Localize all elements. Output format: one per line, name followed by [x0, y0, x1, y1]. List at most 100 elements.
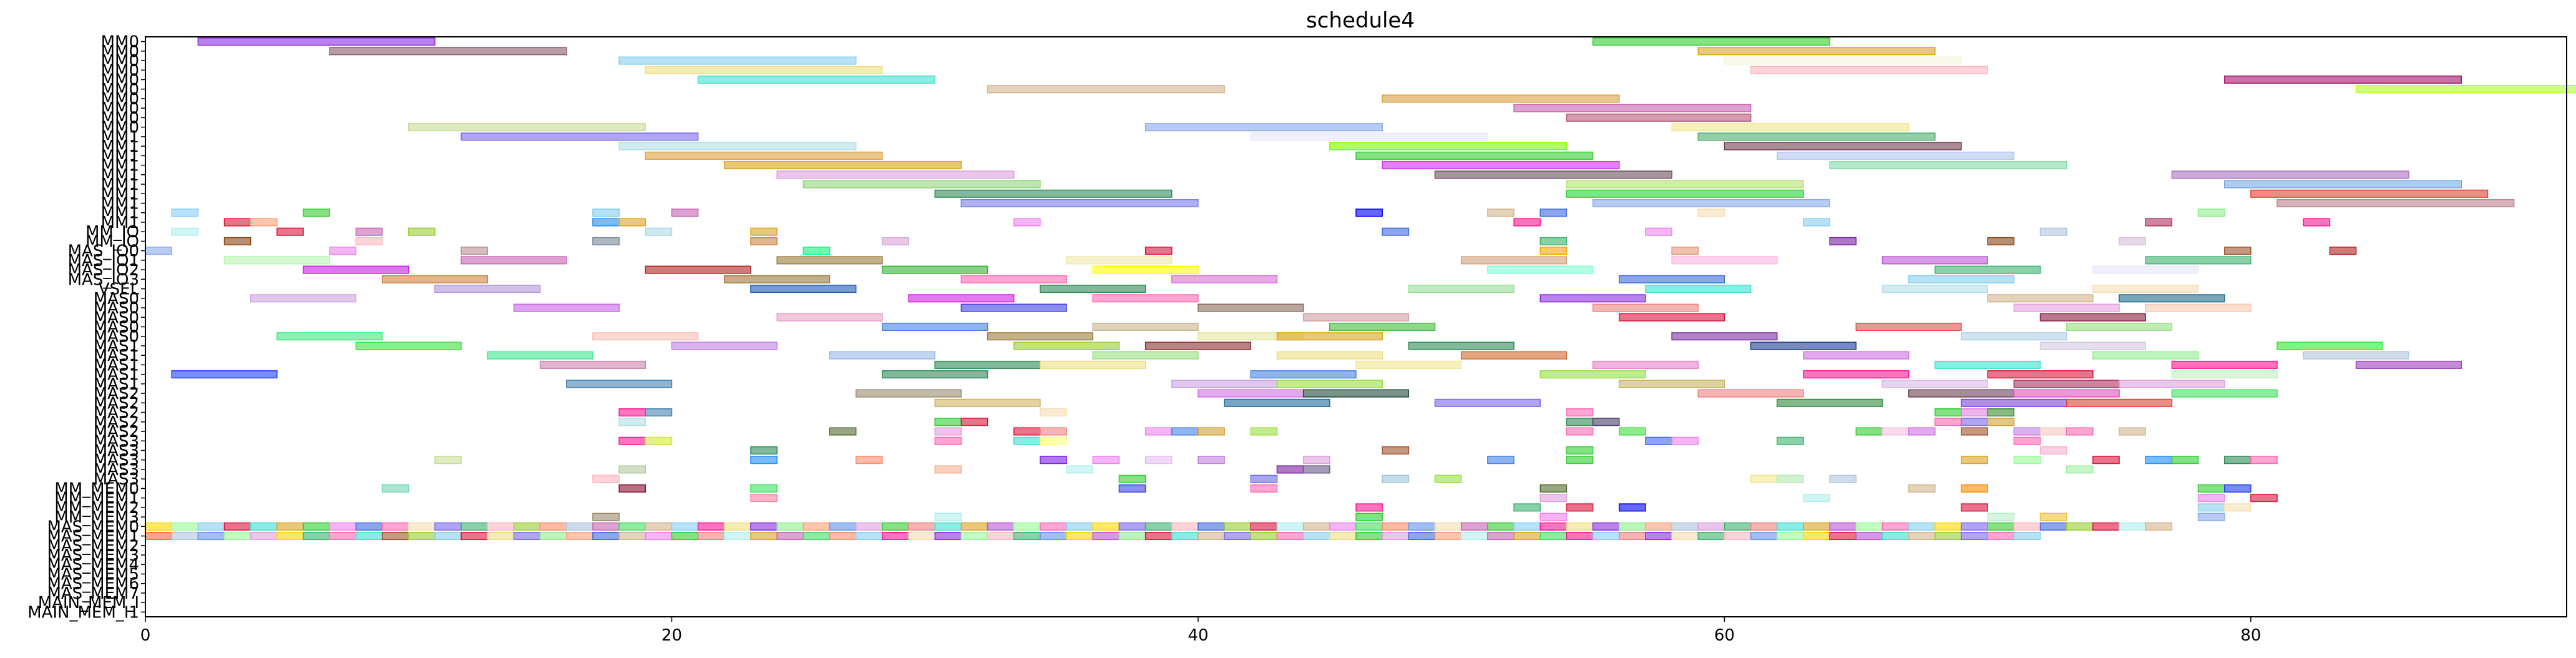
task-bar	[1066, 532, 1094, 541]
y-tick-label: MM0	[101, 33, 139, 52]
task-bar	[2276, 341, 2383, 350]
task-bar	[171, 370, 278, 379]
task-bar	[1671, 522, 1699, 531]
task-bar	[1881, 380, 1988, 388]
task-bar	[2303, 218, 2331, 227]
y-tick-label: MM_MEM3	[54, 508, 139, 527]
task-bar	[1908, 484, 1936, 493]
task-bar	[592, 332, 699, 341]
task-bar	[1355, 513, 1383, 521]
task-bar	[1987, 513, 2015, 521]
task-bar	[1276, 351, 1383, 360]
task-bar	[1908, 532, 1936, 541]
task-bar	[1355, 522, 1383, 531]
task-bar	[1881, 522, 1910, 531]
task-bar	[1618, 313, 1725, 322]
task-bar	[1013, 341, 1120, 350]
task-bar	[1539, 484, 1568, 493]
task-bar	[1382, 522, 1410, 531]
task-bar	[2092, 456, 2120, 464]
task-bar	[566, 522, 593, 531]
task-bar	[223, 532, 251, 541]
y-tick-label: MAS0	[94, 299, 139, 318]
task-bar	[1750, 532, 1778, 541]
task-bar	[355, 532, 383, 541]
task-bar	[1487, 456, 1515, 464]
task-bar	[1092, 322, 1199, 331]
task-bar	[1566, 113, 1752, 122]
task-bar	[960, 532, 988, 541]
task-bar	[2066, 322, 2173, 331]
task-bar	[1224, 532, 1252, 541]
task-bar	[2145, 522, 2173, 531]
task-bar	[1302, 389, 1410, 398]
y-tick-label: MM1	[101, 147, 139, 165]
task-bar	[355, 341, 462, 350]
task-bar	[1144, 522, 1173, 531]
task-bar	[1460, 522, 1488, 531]
task-bar	[1302, 313, 1410, 322]
task-bar	[1171, 275, 1278, 283]
task-bar	[1355, 532, 1383, 541]
task-bar	[1618, 380, 1725, 388]
task-bar	[1750, 66, 1988, 74]
task-bar	[1592, 199, 1830, 208]
task-bar	[2223, 247, 2252, 255]
task-bar	[1198, 532, 1225, 541]
task-bar	[1539, 522, 1568, 531]
y-tick-label: MAS3	[94, 451, 139, 470]
task-bar	[1250, 132, 1488, 141]
task-bar	[1934, 408, 1962, 417]
task-bar	[171, 522, 199, 531]
y-tick-label: MAS0	[94, 328, 139, 346]
task-bar	[1908, 522, 1936, 531]
y-tick-label: MAS_IO2	[68, 261, 139, 280]
task-bar	[1118, 474, 1146, 483]
task-bar	[1566, 427, 1594, 436]
task-bar	[1671, 436, 1699, 445]
task-bar	[355, 237, 383, 245]
task-bar	[461, 256, 567, 265]
task-bar	[592, 474, 620, 483]
task-bar	[1250, 484, 1278, 493]
task-bar	[1224, 398, 1330, 407]
task-bar	[2119, 294, 2225, 303]
task-bar	[1855, 427, 1883, 436]
task-bar	[1382, 474, 1410, 483]
task-bar	[750, 446, 778, 455]
x-tick-label: 40	[1188, 626, 1208, 645]
task-bar	[513, 303, 620, 312]
task-bar	[2171, 360, 2278, 369]
task-bar	[1566, 503, 1594, 512]
task-bar	[776, 256, 883, 265]
task-bar	[1355, 151, 1594, 160]
task-bar	[1013, 532, 1041, 541]
task-bar	[645, 532, 673, 541]
task-bar	[1539, 513, 1568, 521]
task-bar	[908, 522, 935, 531]
task-bar	[1961, 408, 1988, 417]
task-bar	[1539, 294, 1646, 303]
task-bar	[1829, 532, 1857, 541]
task-bar	[960, 303, 1067, 312]
task-bar	[1961, 398, 2067, 407]
task-bar	[1171, 380, 1278, 388]
task-bar	[1250, 427, 1278, 436]
task-bar	[1592, 37, 1830, 46]
task-bar	[2013, 380, 2120, 388]
y-tick-label: MAIN_MEM_I	[38, 594, 139, 612]
task-bar	[1829, 161, 2067, 170]
task-bar	[1592, 418, 1620, 426]
task-bar	[1724, 532, 1752, 541]
task-bar	[750, 285, 857, 293]
task-bar	[145, 522, 172, 531]
task-bar	[855, 532, 883, 541]
task-bar	[618, 418, 646, 426]
task-bar	[461, 532, 489, 541]
task-bar	[724, 522, 751, 531]
task-bar	[1961, 503, 1988, 512]
task-bar	[1198, 389, 1304, 398]
task-bar	[829, 522, 857, 531]
task-bar	[223, 522, 251, 531]
task-bar	[461, 522, 489, 531]
